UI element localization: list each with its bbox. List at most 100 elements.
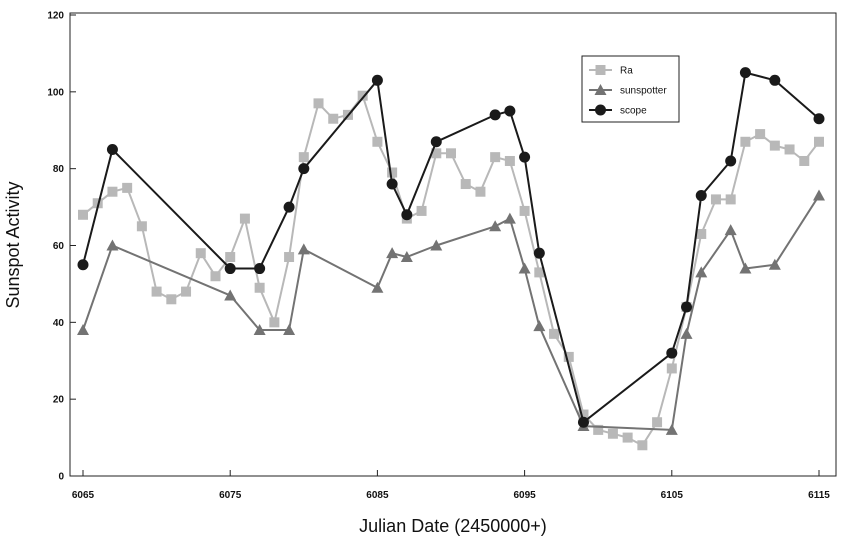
data-point-ra [652,417,663,428]
data-point-scope [386,178,398,190]
legend-item-scope: scope [589,104,647,117]
data-point-ra [490,152,501,163]
data-point-scope [371,74,383,86]
data-point-ra [136,221,147,232]
data-point-scope [106,143,118,155]
data-point-sunspotter [371,281,384,293]
data-point-ra [195,248,206,259]
data-point-ra [799,155,810,166]
data-point-ra [755,129,766,140]
data-point-sunspotter [77,324,89,336]
data-point-scope [298,163,310,175]
y-tick-label: 0 [58,472,64,483]
data-point-ra [534,267,545,278]
data-point-sunspotter [768,258,781,270]
x-tick-label: 6105 [661,490,684,501]
legend-item-ra: Ra [589,65,633,77]
data-point-ra [666,363,677,374]
x-axis-title: Julian Date (2450000+) [359,516,547,536]
data-point-sunspotter [386,247,399,259]
x-tick-label: 6115 [808,490,830,501]
data-point-scope [430,136,442,148]
data-point-ra [740,136,751,147]
data-point-scope [401,209,413,221]
y-tick-label: 60 [53,241,65,252]
data-point-ra [607,428,618,439]
data-point-ra [372,136,383,147]
x-tick-label: 6085 [366,490,389,501]
legend-label: Ra [620,66,633,77]
legend-swatch-marker [595,104,606,116]
data-point-scope [769,74,781,86]
x-tick-label: 6075 [219,490,242,501]
data-point-ra [284,252,295,263]
data-point-ra [328,113,339,124]
data-point-ra [475,186,486,197]
data-point-ra [313,98,324,109]
y-tick-label: 80 [53,164,65,175]
plot-frame [69,12,837,477]
y-axis-title: Sunspot Activity [3,181,23,308]
data-point-ra [357,90,368,101]
data-point-ra [78,209,88,220]
data-point-scope [813,113,825,125]
data-point-scope [666,347,678,359]
legend-label: sunspotter [620,86,667,97]
data-point-scope [519,151,531,163]
data-point-sunspotter [489,220,502,232]
data-point-sunspotter [518,262,531,274]
data-point-ra [416,205,427,216]
y-tick-label: 100 [47,87,64,98]
data-point-ra [578,409,589,420]
data-point-sunspotter [253,324,266,336]
data-point-ra [298,152,309,163]
data-point-ra [622,432,633,443]
data-point-sunspotter [680,327,693,339]
y-tick-label: 120 [47,11,64,22]
x-axis: 6065 6075 6085 6095 6105 6115 [72,470,830,501]
legend-swatch-marker [595,65,606,75]
y-tick-label: 20 [53,395,65,406]
data-point-sunspotter [106,239,119,251]
data-point-scope [725,155,737,167]
series-layer [77,67,825,451]
data-point-ra [269,317,280,328]
data-point-ra [637,440,648,451]
data-point-ra [446,148,456,159]
data-point-sunspotter [297,243,310,255]
data-point-ra [387,167,398,178]
data-point-sunspotter [695,266,708,278]
data-point-ra [710,194,721,205]
data-point-scope [489,109,501,121]
series-line-ra [82,94,820,447]
data-point-ra [593,424,604,435]
data-point-scope [254,263,266,275]
series-line-sunspotter [82,195,820,431]
data-point-scope [681,301,693,313]
data-point-sunspotter [813,189,825,201]
data-point-sunspotter [224,289,237,301]
data-point-ra [460,179,471,190]
data-point-sunspotter [430,239,443,251]
data-point-ra [519,205,530,216]
legend-swatch-marker [594,84,607,95]
data-point-ra [225,252,236,263]
data-point-sunspotter [739,262,752,274]
data-point-ra [107,186,118,197]
data-point-ra [151,286,162,297]
series-sunspotter [77,189,825,435]
data-point-ra [696,228,707,239]
data-point-scope [224,263,236,275]
data-point-ra [181,286,192,297]
data-point-scope [577,416,589,428]
x-tick-label: 6095 [513,490,536,501]
data-point-ra [431,148,442,159]
series-ra [78,90,824,451]
data-point-ra [769,140,780,151]
x-tick-label: 6065 [72,490,95,501]
legend-label: scope [620,106,647,117]
legend: Ra sunspotter scope [581,55,680,123]
data-point-scope [695,190,707,202]
data-point-scope [283,201,295,213]
